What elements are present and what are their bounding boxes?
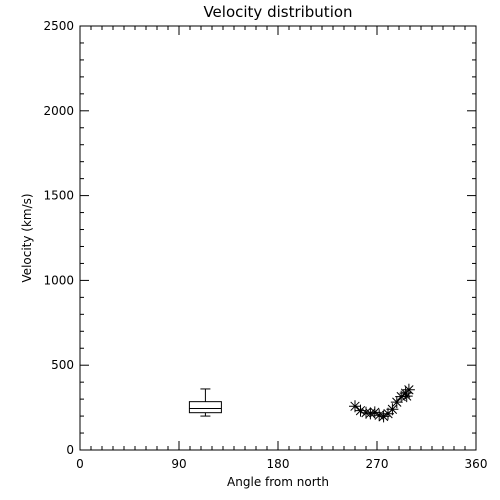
data-point xyxy=(373,409,386,422)
axis-ticks: 0 90 180 270 360 0 500 1000 1500 2000 2500 xyxy=(43,19,487,471)
x-tick-label: 0 xyxy=(76,457,84,471)
plot-frame xyxy=(79,25,477,451)
x-tick-label: 360 xyxy=(465,457,488,471)
x-axis-label: Angle from north xyxy=(227,475,329,489)
data-point xyxy=(382,407,394,420)
y-tick-label: 1500 xyxy=(43,189,74,203)
chart-title: Velocity distribution xyxy=(203,3,352,21)
x-tick-label: 90 xyxy=(171,457,186,471)
y-axis-label: Velocity (km/s) xyxy=(20,193,34,282)
y-tick-label: 500 xyxy=(51,358,74,372)
data-point xyxy=(377,410,390,423)
x-tick-label: 270 xyxy=(366,457,389,471)
box-body xyxy=(188,401,222,414)
data-point xyxy=(386,403,399,416)
data-point xyxy=(349,400,361,413)
data-point xyxy=(368,406,381,419)
y-tick-label: 0 xyxy=(66,443,74,457)
data-point xyxy=(360,406,372,419)
data-point xyxy=(395,390,408,403)
data-point xyxy=(400,390,413,403)
data-point xyxy=(390,396,403,409)
data-point xyxy=(364,407,377,420)
y-tick-label: 1000 xyxy=(43,273,74,287)
data-marks xyxy=(188,383,415,423)
data-point xyxy=(354,404,367,417)
y-tick-label: 2000 xyxy=(43,104,74,118)
box-plot xyxy=(188,388,222,417)
data-point xyxy=(402,383,415,396)
x-tick-label: 180 xyxy=(267,457,290,471)
y-tick-label: 2500 xyxy=(43,19,74,33)
